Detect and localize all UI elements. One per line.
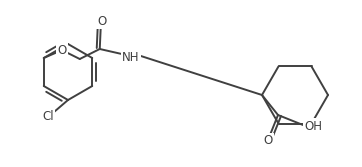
Text: O: O (264, 134, 273, 147)
Text: Cl: Cl (42, 111, 54, 124)
Text: O: O (57, 43, 66, 56)
Text: OH: OH (304, 120, 322, 132)
Text: O: O (97, 15, 106, 28)
Text: NH: NH (122, 50, 139, 63)
